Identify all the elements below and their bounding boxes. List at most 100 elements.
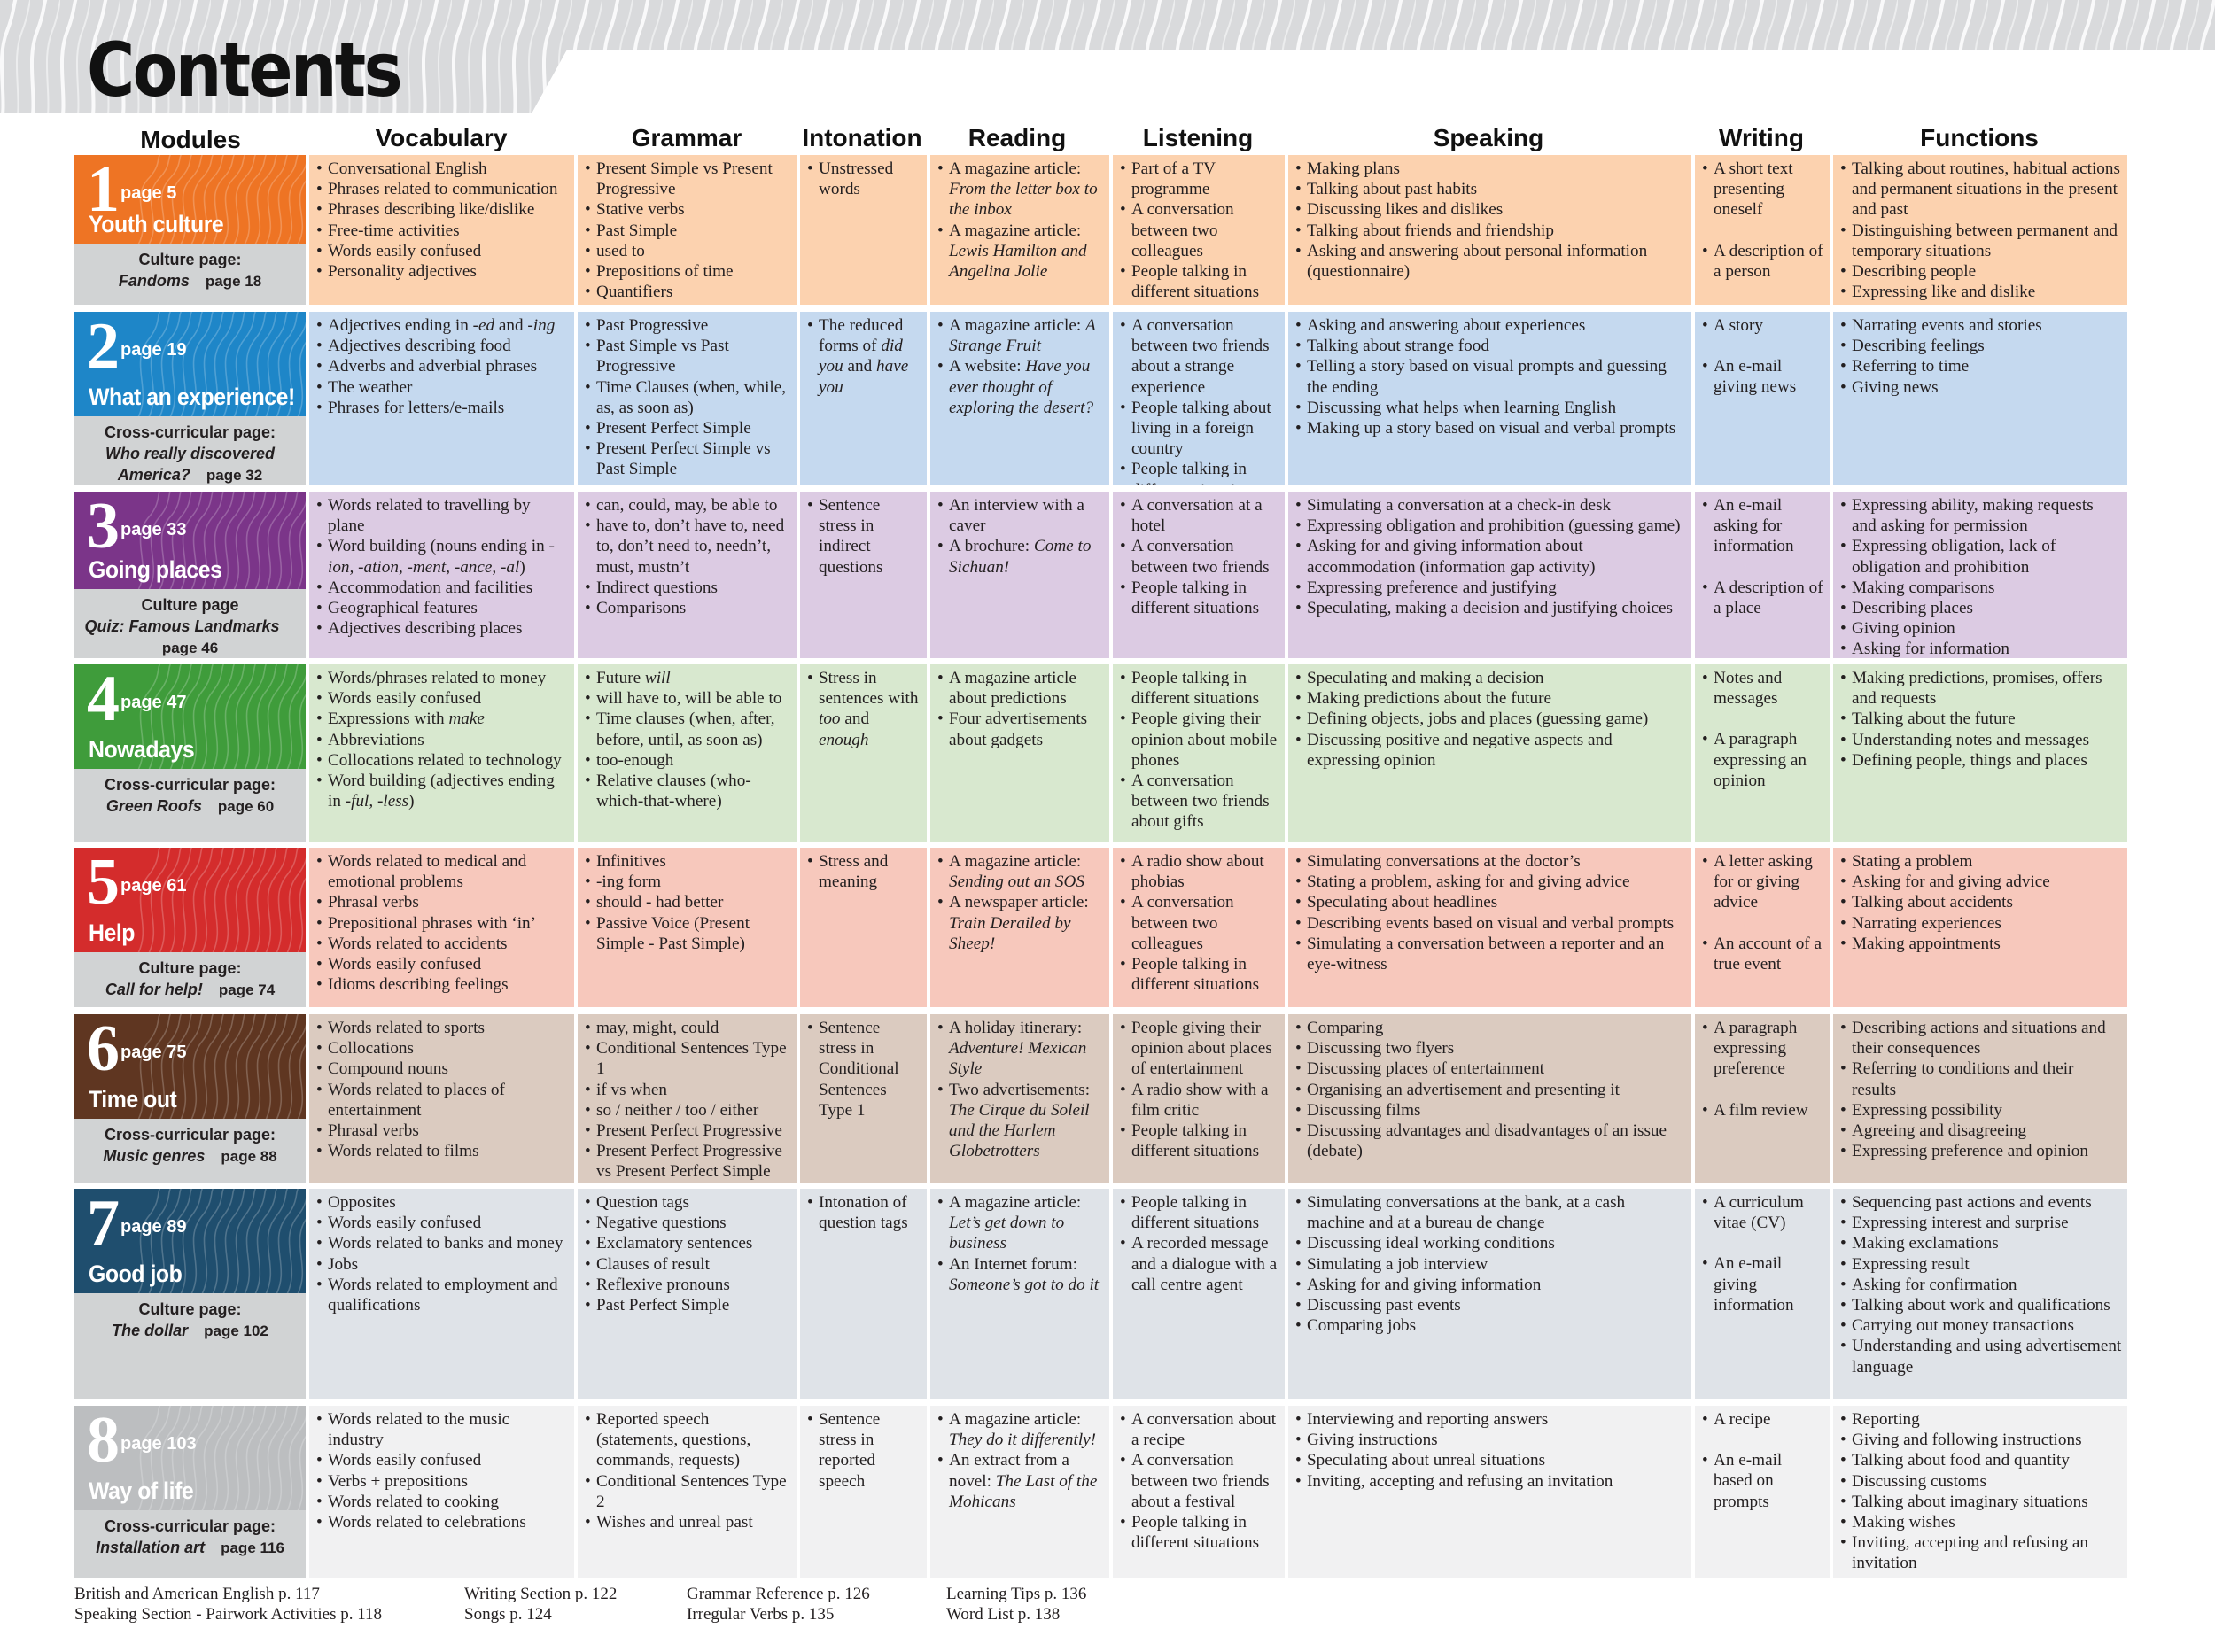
functions-item: Narrating events and stories: [1840, 315, 2122, 336]
listening-item: People giving their opinion about mobile…: [1120, 709, 1279, 771]
speaking-item: Simulating conversations at the doctor’s: [1295, 851, 1686, 872]
footer-reference-link[interactable]: Songs p. 124: [464, 1605, 552, 1624]
module-6-box[interactable]: 6 page 75 Time out: [74, 1014, 306, 1119]
module-6-listening-cell: People giving their opinion about places…: [1113, 1014, 1285, 1183]
module-8-writing-cell: A recipe An e-mail based on prompts: [1695, 1406, 1830, 1578]
footer-reference-link[interactable]: Writing Section p. 122: [464, 1585, 618, 1603]
grammar-item: Reflexive pronouns: [585, 1275, 791, 1295]
vocabulary-item: Words related to travelling by plane: [316, 495, 569, 536]
module-2-functions-cell: Narrating events and storiesDescribing f…: [1833, 312, 2127, 485]
speaking-item: Making up a story based on visual and ve…: [1295, 418, 1686, 438]
vocabulary-item: Phrases related to communication: [316, 179, 569, 199]
grammar-item: too-enough: [585, 750, 791, 771]
functions-item: Giving and following instructions: [1840, 1430, 2122, 1450]
column-header-writing: Writing: [1719, 124, 1804, 151]
vocabulary-item: Adjectives ending in -ed and -ing: [316, 315, 569, 336]
grammar-item: so / neither / too / either: [585, 1100, 791, 1121]
module-5-reading-cell: A magazine article: Sending out an SOSA …: [930, 848, 1109, 1007]
writing-item: A film review: [1702, 1100, 1824, 1121]
module-8-vocabulary-cell: Words related to the music industryWords…: [309, 1406, 574, 1578]
functions-item: Giving opinion: [1840, 618, 2122, 639]
module-8-feature-page[interactable]: Cross-curricular page: Installation art p…: [74, 1510, 306, 1578]
feature-page-title: Installation art: [96, 1539, 206, 1556]
vocabulary-item: Words related to accidents: [316, 934, 569, 954]
writing-item: An e-mail asking for information: [1702, 495, 1824, 557]
module-2-speaking-cell: Asking and answering about experiencesTa…: [1288, 312, 1691, 485]
footer-reference-link[interactable]: Word List p. 138: [946, 1605, 1061, 1624]
listening-item: A conversation between two friends about…: [1120, 315, 1279, 398]
reading-item: A magazine article: Let’s get down to bu…: [937, 1192, 1104, 1254]
grammar-item: can, could, may, be able to: [585, 495, 791, 516]
grammar-item: Present Perfect Progressive vs Present P…: [585, 1141, 791, 1182]
module-6-intonation-cell: Sentence stress in Conditional Sentences…: [800, 1014, 927, 1183]
vocabulary-item: Conversational English: [316, 159, 569, 179]
module-3-feature-page[interactable]: Culture page Quiz: Famous Landmarks page …: [74, 589, 306, 658]
module-2-feature-page[interactable]: Cross-curricular page: Who really discove…: [74, 416, 306, 485]
vocabulary-item: Words related to banks and money: [316, 1233, 569, 1253]
vocabulary-item: Expressions with make: [316, 709, 569, 729]
footer-reference-link[interactable]: Irregular Verbs p. 135: [687, 1605, 835, 1624]
functions-item: Making predictions, promises, offers and…: [1840, 668, 2122, 709]
grammar-item: Past Perfect Simple: [585, 1295, 791, 1315]
module-6-feature-page[interactable]: Cross-curricular page: Music genres page …: [74, 1119, 306, 1183]
column-header-reading: Reading: [968, 124, 1067, 151]
footer-reference-link[interactable]: Learning Tips p. 136: [946, 1585, 1087, 1603]
grammar-item: Past Simple: [585, 221, 791, 241]
functions-item: Making wishes: [1840, 1512, 2122, 1532]
grammar-item: used to: [585, 241, 791, 261]
footer-reference-link[interactable]: British and American English p. 117: [74, 1585, 320, 1603]
functions-item: Expressing interest and surprise: [1840, 1213, 2122, 1233]
feature-page-title: Call for help!: [105, 981, 203, 998]
intonation-item: Unstressed words: [807, 159, 921, 199]
module-3-box[interactable]: 3 page 33 Going places: [74, 492, 306, 589]
feature-page-number: page 74: [218, 981, 276, 998]
footer-reference-group: Grammar Reference p. 126 Irregular Verbs …: [687, 1584, 870, 1625]
footer-reference-link[interactable]: Speaking Section - Pairwork Activities p…: [74, 1605, 383, 1624]
vocabulary-item: Adverbs and adverbial phrases: [316, 356, 569, 376]
speaking-item: Discussing places of entertainment: [1295, 1059, 1686, 1079]
writing-item: A paragraph expressing an opinion: [1702, 729, 1824, 791]
module-6-reading-cell: A holiday itinerary: Adventure! Mexican …: [930, 1014, 1109, 1183]
module-7-box[interactable]: 7 page 89 Good job: [74, 1189, 306, 1293]
functions-item: Defining people, things and places: [1840, 750, 2122, 771]
vocabulary-item: Prepositional phrases with ‘in’: [316, 913, 569, 934]
wave-pattern: [137, 312, 306, 416]
writing-item: A description of a place: [1702, 578, 1824, 618]
feature-page-title: Fandoms: [118, 272, 190, 290]
vocabulary-item: Words easily confused: [316, 241, 569, 261]
speaking-item: Telling a story based on visual prompts …: [1295, 356, 1686, 397]
grammar-item: Present Simple vs Present Progressive: [585, 159, 791, 199]
functions-item: Talking about food and quantity: [1840, 1450, 2122, 1470]
vocabulary-item: Phrases for letters/e-mails: [316, 398, 569, 418]
writing-item: An e-mail giving news: [1702, 356, 1824, 397]
module-4-intonation-cell: Stress in sentences with too and enough: [800, 664, 927, 842]
feature-page-number: page 116: [221, 1540, 284, 1556]
grammar-item: Comparisons: [585, 598, 791, 618]
module-number: 8: [87, 1406, 120, 1477]
module-7-feature-page[interactable]: Culture page: The dollar page 102: [74, 1293, 306, 1399]
module-1-box[interactable]: 1 page 5 Youth culture: [74, 155, 306, 244]
module-2-box[interactable]: 2 page 19 What an experience!: [74, 312, 306, 416]
speaking-item: Asking for and giving information: [1295, 1275, 1686, 1295]
module-1-writing-cell: A short text presenting oneself A descrip…: [1695, 155, 1830, 305]
intonation-item: Sentence stress in reported speech: [807, 1409, 921, 1492]
speaking-item: Talking about strange food: [1295, 336, 1686, 356]
grammar-item: Wishes and unreal past: [585, 1512, 791, 1532]
module-4-box[interactable]: 4 page 47 Nowadays: [74, 664, 306, 769]
speaking-item: Discussing what helps when learning Engl…: [1295, 398, 1686, 418]
module-5-feature-page[interactable]: Culture page: Call for help! page 74: [74, 952, 306, 1007]
module-8-box[interactable]: 8 page 103 Way of life: [74, 1406, 306, 1510]
module-number: 5: [87, 848, 120, 919]
functions-item: Describing actions and situations and th…: [1840, 1018, 2122, 1059]
grammar-item: should - had better: [585, 892, 791, 912]
module-1-feature-page[interactable]: Culture page: Fandoms page 18: [74, 244, 306, 305]
speaking-item: Discussing positive and negative aspects…: [1295, 730, 1686, 771]
reading-item: A brochure: Come to Sichuan!: [937, 536, 1104, 577]
intonation-item: The reduced forms of did you and have yo…: [807, 315, 921, 398]
footer-reference-link[interactable]: Grammar Reference p. 126: [687, 1585, 870, 1603]
grammar-item: Conditional Sentences Type 1: [585, 1038, 791, 1079]
speaking-item: Asking and answering about personal info…: [1295, 241, 1686, 282]
module-4-feature-page[interactable]: Cross-curricular page: Green Roofs page 6…: [74, 769, 306, 842]
module-5-box[interactable]: 5 page 61 Help: [74, 848, 306, 952]
speaking-item: Simulating a conversation at a check-in …: [1295, 495, 1686, 516]
